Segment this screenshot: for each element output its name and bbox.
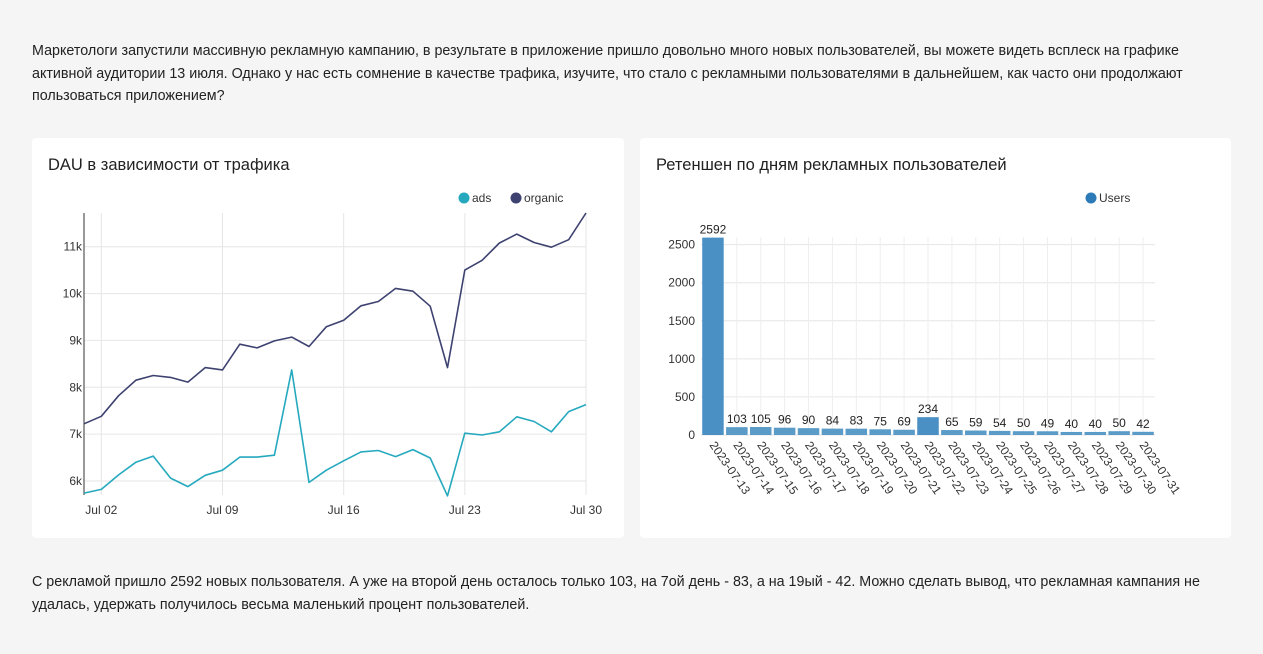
ret-bar-value-label: 59 [969, 416, 983, 430]
dau-x-tick-label: Jul 02 [85, 503, 117, 517]
ret-bar-value-label: 96 [778, 413, 792, 427]
ret-bar [1036, 431, 1059, 435]
ret-bar [941, 430, 963, 435]
ret-bar-value-label: 40 [1089, 417, 1103, 431]
ret-bar-value-label: 83 [850, 414, 864, 428]
ret-y-tick-label: 500 [675, 390, 695, 404]
ret-y-tick-label: 1000 [668, 352, 695, 366]
dau-x-tick-label: Jul 09 [206, 503, 238, 517]
dau-x-tick-label: Jul 23 [449, 503, 481, 517]
ret-bar-value-label: 50 [1017, 416, 1031, 430]
dau-y-tick-label: 8k [69, 380, 83, 394]
retention-chart-title: Ретеншен по дням рекламных пользователей [656, 156, 1007, 174]
ret-bar-value-label: 105 [751, 412, 771, 426]
dau-legend-marker-organic [510, 192, 522, 204]
ret-bar [726, 427, 748, 435]
ret-bar [917, 417, 939, 435]
dau-y-tick-label: 7k [69, 427, 83, 441]
ret-bar [869, 429, 891, 435]
ret-bar-value-label: 84 [826, 414, 840, 428]
ret-y-tick-label: 2000 [668, 276, 695, 290]
ret-bar [749, 427, 772, 435]
ret-bar [1060, 431, 1083, 435]
ret-bar-value-label: 50 [1112, 416, 1126, 430]
ret-bar [797, 428, 820, 435]
ret-bar-value-label: 54 [993, 416, 1007, 430]
ret-y-tick-label: 1500 [668, 314, 695, 328]
ret-bar [1108, 431, 1130, 435]
ret-bar-value-label: 40 [1065, 417, 1079, 431]
dau-series-line-ads [83, 369, 587, 497]
ret-bar [988, 430, 1011, 435]
ret-bar [965, 430, 987, 435]
ret-bar [1084, 431, 1107, 435]
ret-legend-marker-users [1085, 192, 1097, 204]
ret-bar [702, 237, 724, 435]
intro-text: Маркетологи запустили массивную рекламну… [32, 43, 1183, 104]
ret-bar [1132, 431, 1154, 435]
ret-bar-value-label: 65 [945, 415, 959, 429]
retention-chart-card: Ретеншен по дням рекламных пользователей… [640, 138, 1231, 538]
dau-y-tick-label: 11k [64, 240, 83, 254]
dau-x-tick-label: Jul 16 [328, 503, 360, 517]
dau-chart: 6k 7k 8k 9k 10k 11k Jul 02 Jul 09 Jul 16 Jul 23 Ju… [63, 191, 603, 517]
ret-bar-value-label: 90 [802, 413, 816, 427]
ret-y-tick-label: 0 [688, 428, 695, 442]
ret-bar [773, 427, 796, 435]
ret-bar [845, 428, 868, 435]
dau-chart-title: DAU в зависимости от трафика [48, 156, 290, 174]
ret-bar [1012, 431, 1035, 435]
ret-bar-value-label: 69 [897, 415, 911, 429]
dau-legend-label-organic: organic [524, 191, 563, 205]
dau-legend-marker-ads [458, 192, 470, 204]
ret-bar-value-label: 2592 [700, 223, 727, 237]
ret-bar-value-label: 42 [1136, 417, 1150, 431]
dau-x-tick-label: Jul 30 [570, 503, 602, 517]
dau-y-tick-label: 6k [69, 474, 83, 488]
ret-bar-value-label: 75 [874, 414, 888, 428]
ret-bar [821, 428, 844, 435]
ret-legend-label-users: Users [1099, 191, 1130, 205]
ret-bar-value-label: 234 [918, 402, 938, 416]
dau-series-line-organic [83, 212, 587, 425]
dau-chart-card: DAU в зависимости от трафика 6k 7k 8k 9k 10k… [32, 138, 624, 538]
dau-y-tick-label: 9k [69, 333, 83, 347]
ret-bar-value-label: 103 [727, 412, 747, 426]
conclusion-text: С рекламой пришло 2592 новых пользовател… [32, 574, 1200, 613]
retention-chart: 0500100015002000250025922023-07-13103202… [668, 191, 1183, 497]
dau-y-tick-label: 10k [63, 287, 83, 301]
ret-bar [893, 429, 915, 435]
ret-bar-value-label: 49 [1041, 416, 1055, 430]
ret-y-tick-label: 2500 [668, 238, 695, 252]
dau-legend-label-ads: ads [472, 191, 491, 205]
